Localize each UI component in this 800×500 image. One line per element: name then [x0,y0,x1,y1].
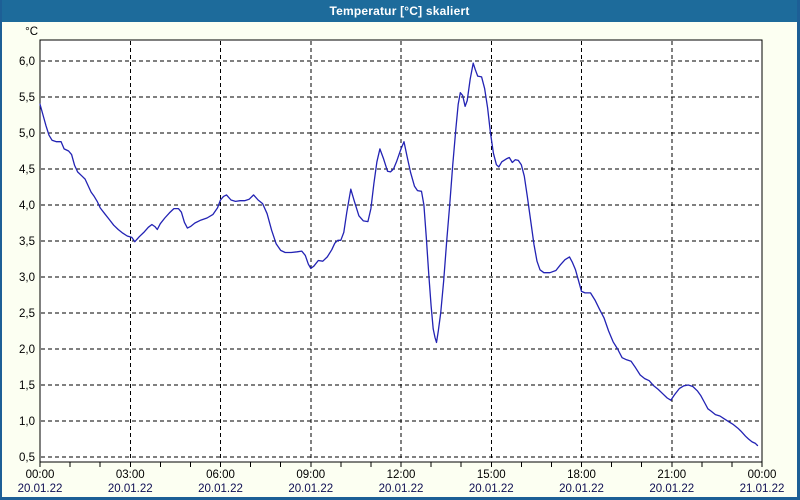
temperature-line [39,62,759,447]
svg-text:20.01.22: 20.01.22 [198,483,243,495]
svg-text:20.01.22: 20.01.22 [379,483,424,495]
svg-text:0,5: 0,5 [19,452,35,464]
svg-text:3,0: 3,0 [19,272,35,284]
svg-text:5,5: 5,5 [19,92,35,104]
svg-text:5,0: 5,0 [19,128,35,140]
svg-text:09:00: 09:00 [296,469,325,481]
svg-text:1,0: 1,0 [19,416,35,428]
svg-text:06:00: 06:00 [206,469,235,481]
svg-text:20.01.22: 20.01.22 [559,483,604,495]
svg-text:12:00: 12:00 [387,469,416,481]
x-axis-date-labels: 20.01.22 20.01.22 20.01.22 20.01.22 20.01.22… [18,483,785,495]
x-axis-ticks [39,462,763,467]
svg-text:21.01.22: 21.01.22 [740,483,785,495]
svg-text:20.01.22: 20.01.22 [649,483,694,495]
svg-text:3,5: 3,5 [19,236,35,248]
svg-text:6,0: 6,0 [19,56,35,68]
svg-text:20.01.22: 20.01.22 [288,483,333,495]
svg-text:00:00: 00:00 [26,469,55,481]
svg-text:20.01.22: 20.01.22 [18,483,63,495]
svg-text:2,5: 2,5 [19,308,35,320]
svg-text:1,5: 1,5 [19,380,35,392]
page-title: Temperatur [°C] skaliert [329,4,470,18]
temperature-chart: 0,5 1,0 1,5 2,0 2,5 3,0 3,5 4,0 4,5 5,0 5,5 6,0 °C 00… [18,26,785,495]
svg-text:21:00: 21:00 [657,469,686,481]
svg-text:4,5: 4,5 [19,164,35,176]
svg-text:18:00: 18:00 [567,469,596,481]
svg-text:20.01.22: 20.01.22 [469,483,514,495]
y-axis-labels: 0,5 1,0 1,5 2,0 2,5 3,0 3,5 4,0 4,5 5,0 5,5 6,0 [19,56,35,464]
gridlines [41,41,761,461]
y-axis-unit-label: °C [25,26,38,38]
svg-text:03:00: 03:00 [116,469,145,481]
svg-text:15:00: 15:00 [477,469,506,481]
window-title-bar: Temperatur [°C] skaliert [2,0,797,22]
svg-text:2,0: 2,0 [19,344,35,356]
svg-text:4,0: 4,0 [19,200,35,212]
svg-text:20.01.22: 20.01.22 [108,483,153,495]
svg-text:00:00: 00:00 [748,469,777,481]
x-axis-time-labels: 00:00 03:00 06:00 09:00 12:00 15:00 18:00 21:00… [26,469,777,481]
